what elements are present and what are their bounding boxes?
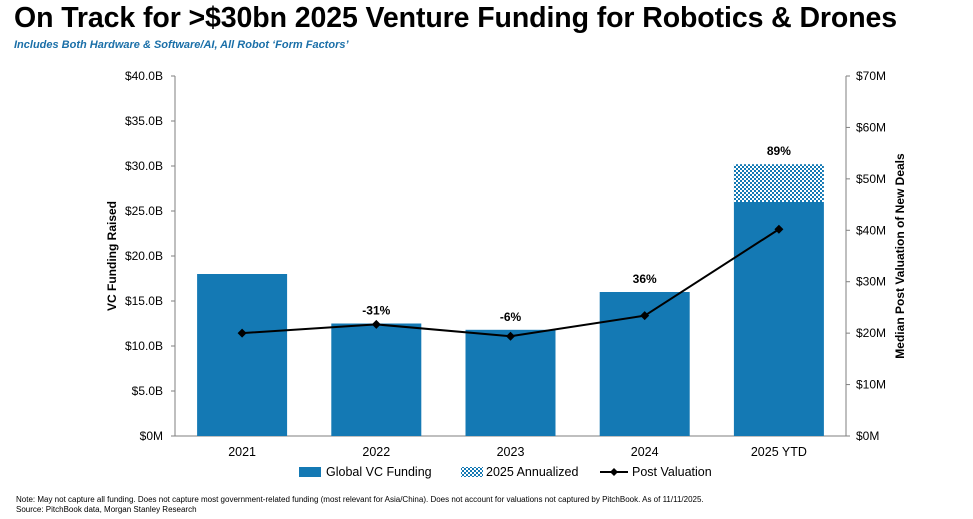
left-tick-label: $35.0B xyxy=(125,114,163,128)
funding-bar xyxy=(733,202,824,436)
line-group xyxy=(237,224,784,341)
right-tick-label: $40M xyxy=(856,223,886,237)
legend-swatch-funding xyxy=(299,467,321,477)
footnote: Note: May not capture all funding. Does … xyxy=(16,495,704,515)
bar-change-label: -31% xyxy=(362,304,390,318)
left-tick-label: $40.0B xyxy=(125,69,163,83)
legend-marker-valuation xyxy=(610,468,618,476)
right-tick-label: $30M xyxy=(856,275,886,289)
footnote-source: Source: PitchBook data, Morgan Stanley R… xyxy=(16,505,197,514)
valuation-point xyxy=(640,311,650,321)
chart-svg: $0M $5.0B $10.0B $15.0B $20.0B $25.0B $30.0B $3… xyxy=(105,69,907,479)
labels-group: -31% -6% 36% 89% xyxy=(362,144,791,324)
y-axis-title: VC Funding Raised xyxy=(105,201,119,311)
chart-subtitle: Includes Both Hardware & Software/AI, Al… xyxy=(14,39,349,51)
left-tick-label: $20.0B xyxy=(125,249,163,263)
legend-label-annualized: 2025 Annualized xyxy=(486,465,578,479)
left-tick-label: $0M xyxy=(140,429,163,443)
funding-bar xyxy=(331,323,422,436)
left-tick-label: $30.0B xyxy=(125,159,163,173)
bar-change-label: 36% xyxy=(633,272,657,286)
valuation-point xyxy=(774,224,784,234)
chart-title: On Track for >$30bn 2025 Venture Funding… xyxy=(14,2,898,34)
legend-swatch-annualized xyxy=(461,467,483,477)
x-tick-label: 2022 xyxy=(362,445,390,459)
left-tick-label: $5.0B xyxy=(132,384,163,398)
right-tick-label: $20M xyxy=(856,326,886,340)
footnote-note: Note: May not capture all funding. Does … xyxy=(16,495,704,504)
left-tick-label: $25.0B xyxy=(125,204,163,218)
valuation-point xyxy=(506,331,515,341)
right-tick-label: $60M xyxy=(856,120,886,134)
x-tick-label: 2025 YTD xyxy=(751,445,807,459)
annualized-bar xyxy=(733,164,824,202)
legend-group: Global VC Funding 2025 Annualized Post Val… xyxy=(299,465,712,479)
legend-label-valuation: Post Valuation xyxy=(632,465,712,479)
bar-change-label: 89% xyxy=(767,144,791,158)
right-tick-label: $50M xyxy=(856,172,886,186)
left-tick-label: $15.0B xyxy=(125,294,163,308)
x-tick-label: 2021 xyxy=(228,445,256,459)
right-tick-label: $0M xyxy=(856,429,879,443)
valuation-point xyxy=(371,319,381,329)
x-tick-label: 2023 xyxy=(497,445,525,459)
right-tick-label: $10M xyxy=(856,378,886,392)
axes-group: $0M $5.0B $10.0B $15.0B $20.0B $25.0B $30.0B $3… xyxy=(105,69,907,459)
funding-bar xyxy=(197,274,288,436)
x-tick-label: 2024 xyxy=(631,445,659,459)
valuation-point xyxy=(237,328,247,338)
right-tick-label: $70M xyxy=(856,69,886,83)
left-tick-label: $10.0B xyxy=(125,339,163,353)
bars-group xyxy=(197,164,824,436)
bar-change-label: -6% xyxy=(500,310,522,324)
y2-axis-title: Median Post Valuation of New Deals xyxy=(893,153,907,359)
legend-label-funding: Global VC Funding xyxy=(326,465,432,479)
funding-bar xyxy=(465,329,556,436)
